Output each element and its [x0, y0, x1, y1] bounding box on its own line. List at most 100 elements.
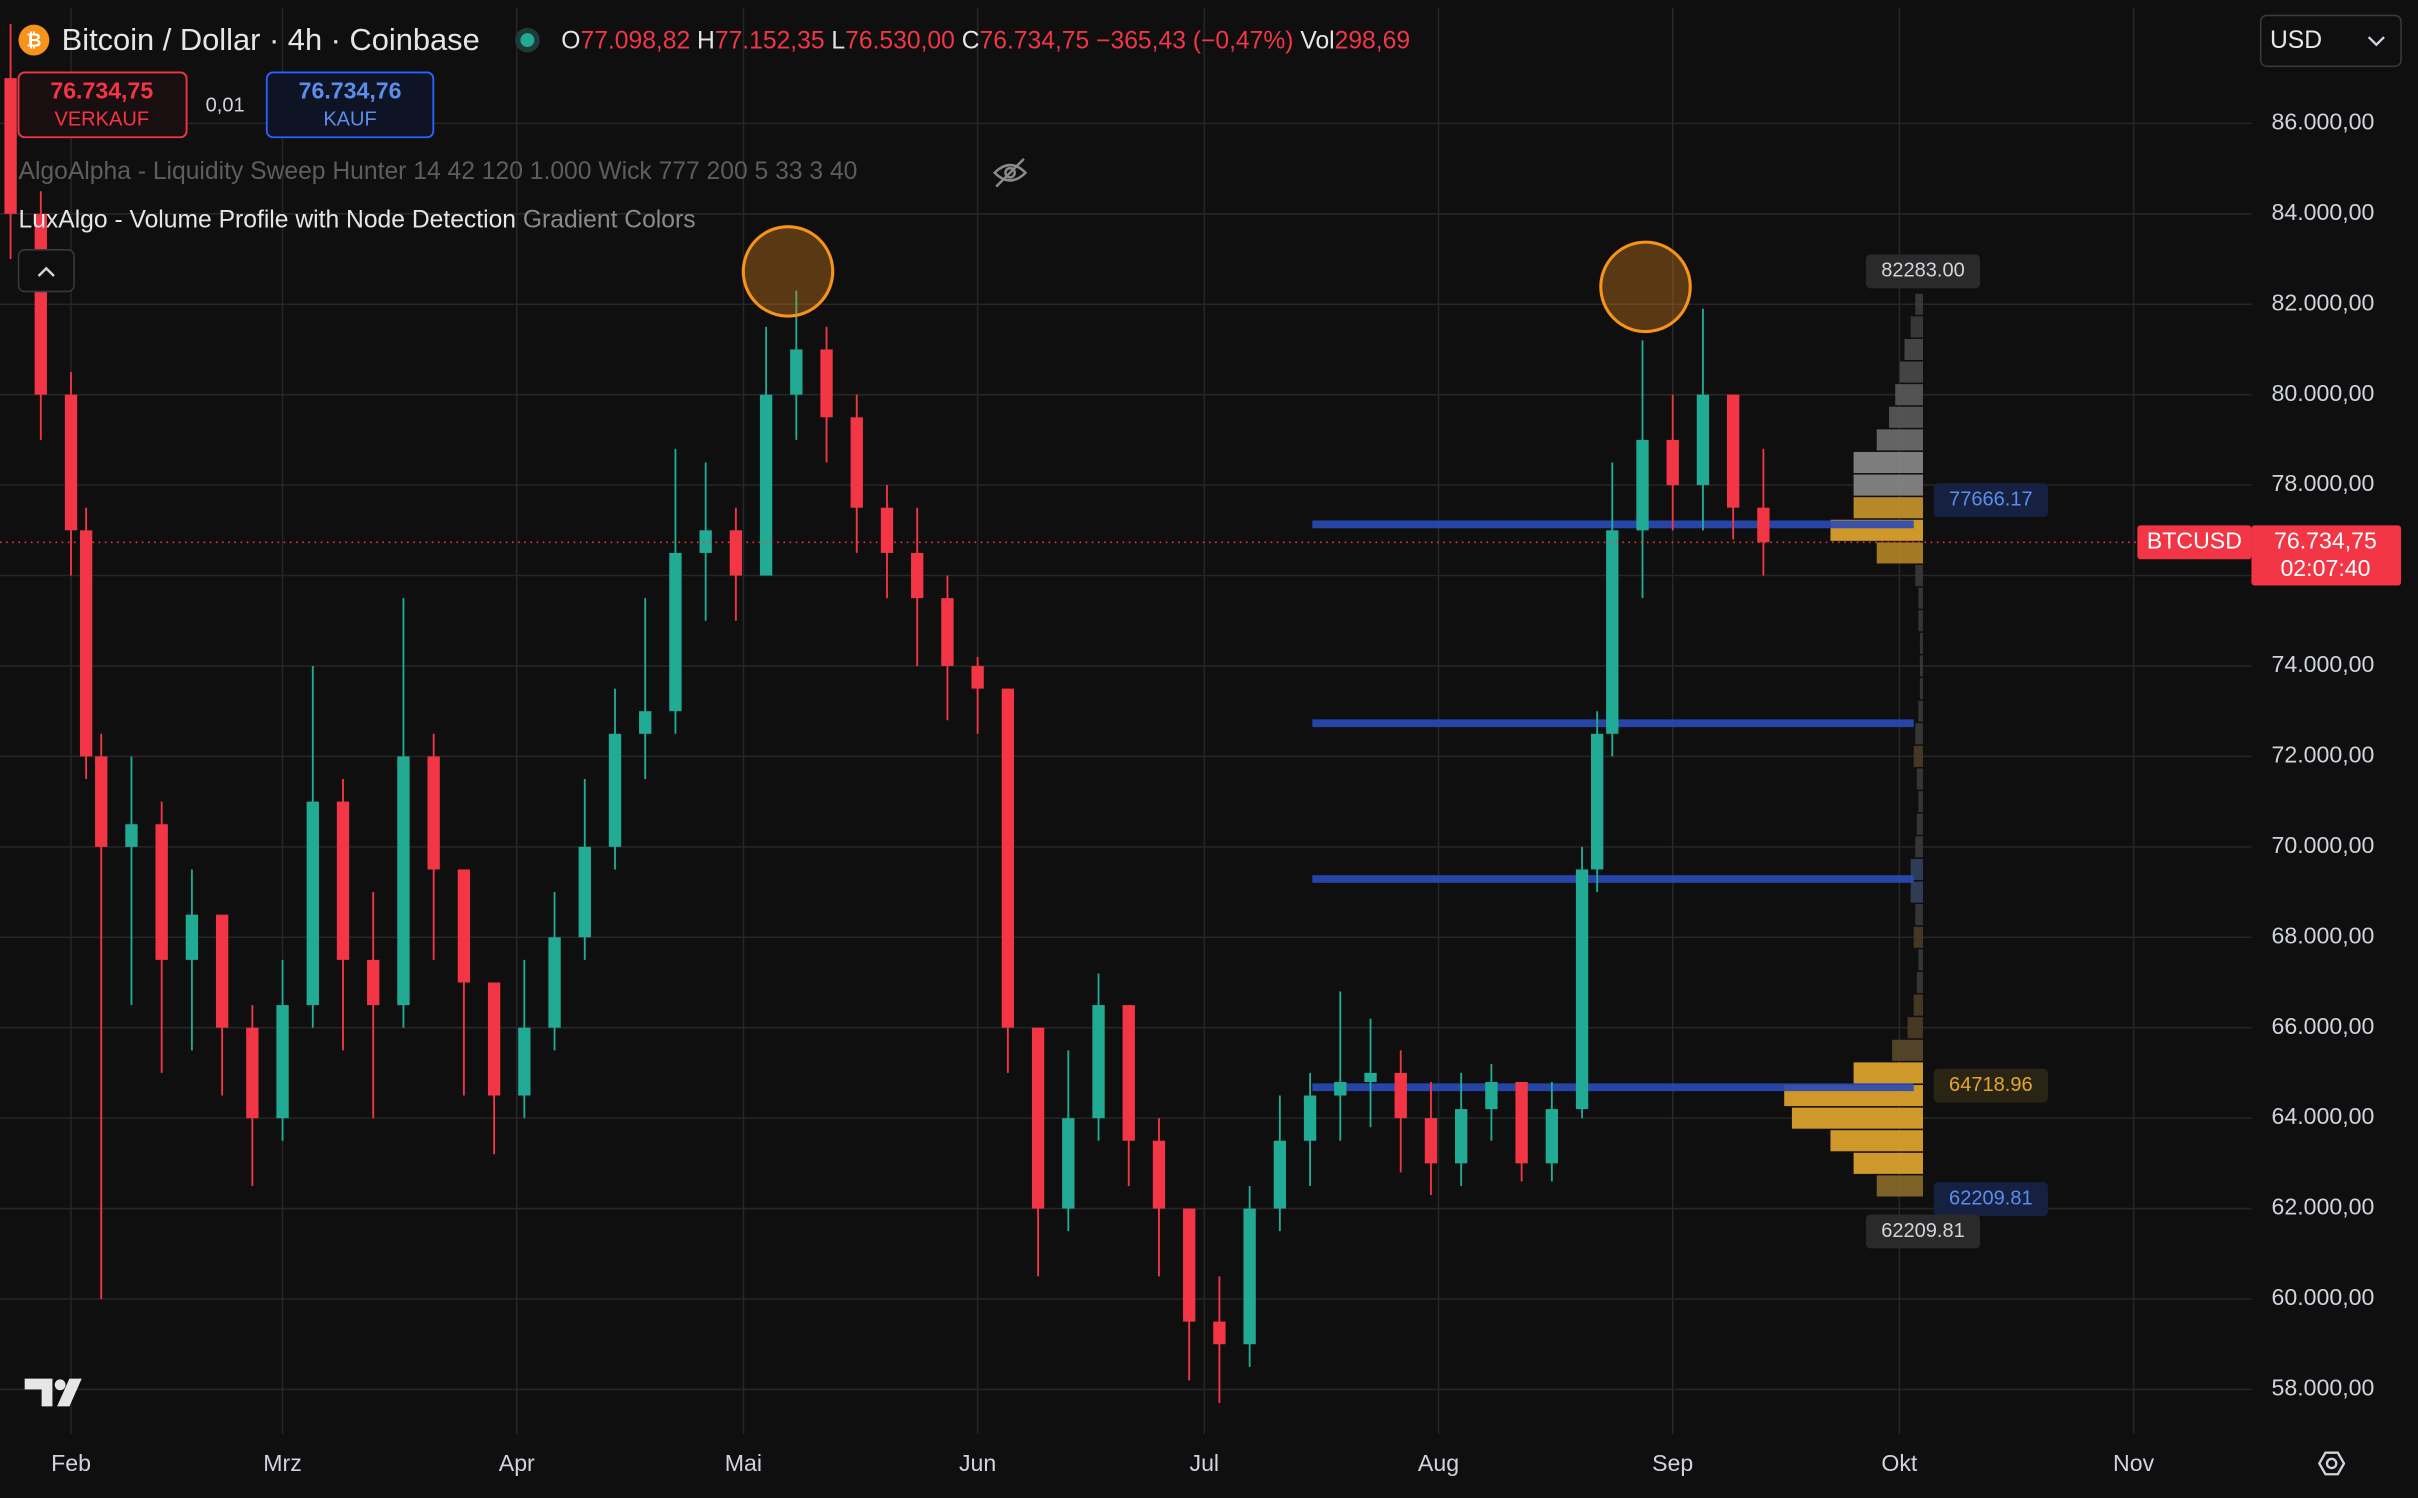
candle-body: [1636, 439, 1649, 531]
ohlc-value: 76.530,00: [845, 27, 955, 54]
hidden-eye-icon[interactable]: [992, 157, 1028, 188]
currency-dropdown[interactable]: [2259, 14, 2402, 68]
collapse-chevron: [37, 266, 55, 277]
volume-profile-bar: [1853, 451, 1923, 474]
candle-body: [911, 552, 924, 599]
profile-label: 62209.81: [1881, 1220, 1965, 1242]
ohlc-label: C: [962, 27, 980, 54]
y-tick-label: 84.000,00: [2272, 199, 2375, 225]
last-price-box: [2251, 525, 2402, 586]
buy-price: 76.734,76: [299, 78, 402, 104]
buy-label: KAUF: [323, 109, 376, 131]
symbol-title[interactable]: Bitcoin / Dollar · 4h · Coinbase: [62, 22, 480, 57]
sell-label: VERKAUF: [54, 109, 149, 131]
y-tick-label: 62.000,00: [2272, 1194, 2375, 1220]
ohlc-value: 77.098,82: [581, 27, 691, 54]
candle-body: [1062, 1118, 1075, 1209]
profile-label: 64718.96: [1949, 1074, 2033, 1096]
volume-profile-bar: [1915, 836, 1923, 858]
settings-button[interactable]: [2317, 1451, 2346, 1476]
candle-body: [487, 982, 501, 1096]
volume-profile-bar: [1918, 949, 1923, 971]
y-tick-label: 60.000,00: [2272, 1284, 2375, 1310]
profile-label-box: [1933, 483, 2048, 518]
candle-body: [1394, 1072, 1407, 1119]
y-tick-label: 68.000,00: [2272, 922, 2375, 948]
volume-profile-bar: [1916, 768, 1923, 790]
y-tick-label: 70.000,00: [2272, 832, 2375, 858]
volume-profile-bar: [1853, 497, 1923, 519]
candle-body: [95, 756, 108, 847]
y-tick-label: 82.000,00: [2272, 289, 2375, 315]
ohlc-line: O77.098,82 H77.152,35 L76.530,00 C76.734…: [561, 27, 1410, 54]
candle-body: [306, 801, 319, 1006]
collapse-button[interactable]: [17, 249, 75, 293]
candle-body: [1364, 1072, 1377, 1082]
candle-body: [1606, 530, 1619, 734]
volume-profile-bar: [1910, 858, 1923, 880]
candle-body: [1031, 1027, 1045, 1209]
volume-profile-bar: [1915, 565, 1923, 587]
volume-profile-bar: [1913, 926, 1923, 948]
volume-profile-bar: [1913, 994, 1923, 1016]
x-tick-label: Aug: [1418, 1450, 1459, 1476]
candle-body: [64, 394, 78, 531]
axes: 58.000,00 60.000,00 62.000,00 64.000,00 66.0…: [51, 108, 2402, 1476]
candle-body: [790, 349, 803, 395]
change: −365,43 (−0,47%): [1096, 27, 1293, 54]
x-tick-label: Sep: [1652, 1450, 1693, 1476]
profile-label-box: [1933, 1182, 2048, 1217]
volume-profile-bar: [1910, 316, 1923, 338]
candle-body: [699, 530, 712, 553]
candle-body: [518, 1027, 531, 1096]
volume-profile-bar: [1918, 700, 1923, 722]
candle-body: [850, 417, 863, 508]
candle-body: [1243, 1208, 1256, 1345]
y-tick-label: 80.000,00: [2272, 380, 2375, 406]
y-tick-label: 86.000,00: [2272, 108, 2375, 134]
volume-profile-bar: [1895, 384, 1923, 406]
buy-button[interactable]: [265, 71, 435, 139]
y-tick-label: 72.000,00: [2272, 742, 2375, 768]
y-tick-label: 58.000,00: [2272, 1375, 2375, 1401]
x-tick-label: Apr: [499, 1450, 535, 1476]
indicator-setting: Gradient Colors: [523, 206, 696, 233]
tradingview-logo[interactable]: [24, 1378, 82, 1407]
volume-profile-bar: [1915, 293, 1923, 315]
last-price-label: 76.734,75: [2274, 527, 2377, 553]
peak-highlight: [741, 225, 835, 318]
candle-body: [1273, 1140, 1287, 1209]
candle-body: [457, 869, 471, 983]
indicator-legend[interactable]: AlgoAlpha - Liquidity Sweep Hunter 14 42…: [19, 158, 858, 185]
profile-label-box: [1865, 1214, 1981, 1249]
volume-profile-bar: [1918, 587, 1923, 609]
candle-body: [1575, 869, 1589, 1110]
candle-body: [639, 711, 652, 734]
volume-profile-bar: [1876, 429, 1923, 451]
profile-label-box: [1865, 254, 1981, 289]
plot-area: 82283.00 77666.17 64718.96 62209.81 62209.81: [0, 23, 2252, 1404]
candle-body: [669, 552, 682, 712]
coin-icon-glyph: ₿: [26, 30, 41, 51]
y-tick-label: 66.000,00: [2272, 1013, 2375, 1039]
profile-label: 62209.81: [1949, 1187, 2033, 1209]
candle-body: [367, 959, 380, 1006]
indicator-legend[interactable]: LuxAlgo - Volume Profile with Node Detec…: [19, 206, 696, 233]
candle-body: [1757, 507, 1770, 543]
profile-label: 82283.00: [1881, 260, 1965, 282]
y-tick-label: 74.000,00: [2272, 651, 2375, 677]
candle-body: [759, 394, 773, 576]
candle-body: [1122, 1005, 1135, 1141]
candle-body: [125, 824, 138, 847]
symbol-tag-label: BTCUSD: [2147, 527, 2242, 553]
sell-button[interactable]: [17, 71, 188, 139]
candle-body: [1303, 1095, 1317, 1141]
candle-body: [941, 598, 954, 666]
candle-body: [729, 530, 743, 576]
candle-body: [1001, 688, 1015, 1028]
volume-profile-bar: [1918, 610, 1923, 632]
volume-profile-bar: [1918, 791, 1923, 813]
x-tick-label: Nov: [2113, 1450, 2155, 1476]
